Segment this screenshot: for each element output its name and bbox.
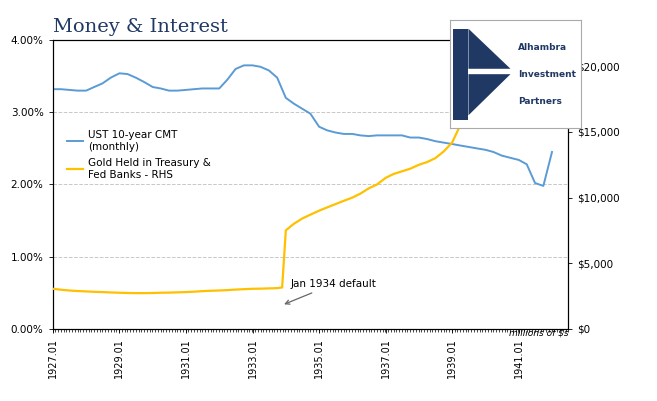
- Polygon shape: [468, 29, 510, 69]
- Text: Money & Interest: Money & Interest: [53, 18, 227, 36]
- Legend: UST 10-year CMT
(monthly), Gold Held in Treasury &
Fed Banks - RHS: UST 10-year CMT (monthly), Gold Held in …: [63, 126, 215, 184]
- Text: Jan 1934 default: Jan 1934 default: [285, 279, 376, 304]
- Text: Partners: Partners: [518, 97, 562, 106]
- Text: millions of $s: millions of $s: [509, 329, 568, 338]
- FancyBboxPatch shape: [453, 29, 468, 119]
- Text: Alhambra: Alhambra: [518, 43, 568, 52]
- Polygon shape: [468, 74, 510, 115]
- Text: Investment: Investment: [518, 70, 576, 79]
